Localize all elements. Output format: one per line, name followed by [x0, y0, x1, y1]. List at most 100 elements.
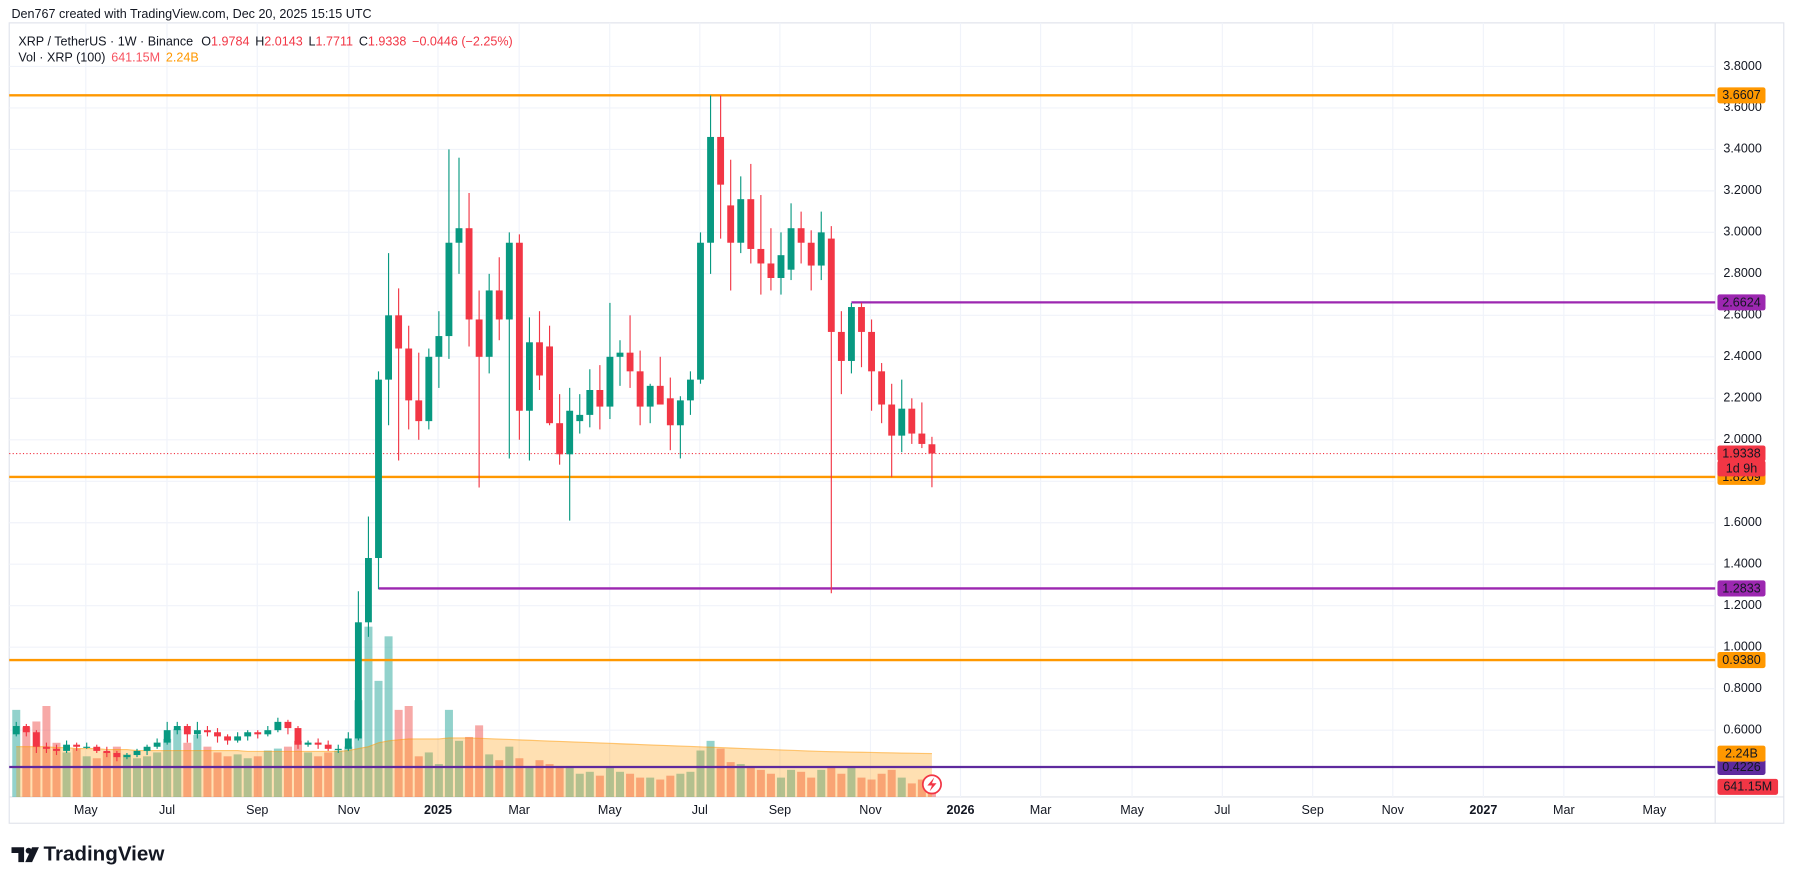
volume-bar	[837, 773, 846, 797]
x-tick-label: May	[598, 803, 622, 817]
volume-bar	[756, 769, 765, 797]
candle-body	[707, 136, 714, 243]
candle-body	[636, 371, 644, 407]
alert-icon	[921, 774, 942, 795]
candle-body	[817, 232, 825, 266]
frame	[8, 22, 1785, 824]
x-tick-label: Nov	[338, 803, 361, 817]
candle-body	[395, 315, 403, 349]
candle-body	[284, 721, 292, 729]
volume-bar	[686, 771, 695, 797]
legend-line: XRP / TetherUS · 1W · Binance O1.9784 H2…	[18, 35, 512, 49]
candle-body	[465, 228, 473, 320]
x-tick-label: 2026	[947, 803, 975, 817]
x-tick-label: Jul	[159, 803, 175, 817]
volume-bar	[304, 752, 313, 797]
volume-bar	[153, 752, 162, 797]
volume-bar	[324, 752, 333, 797]
y-tick-label: 1.4000	[1723, 557, 1761, 571]
ohlc-value: 2.0143	[264, 35, 302, 49]
y-tick-label: 2.0000	[1723, 432, 1761, 446]
countdown-label: 1d 9h	[1726, 461, 1757, 475]
volume-ma-line	[16, 737, 932, 755]
candle-body	[827, 238, 835, 332]
level-lines	[9, 94, 1716, 769]
candle-body	[898, 408, 906, 436]
candle-body	[53, 748, 60, 751]
x-tick-label: Jul	[692, 803, 708, 817]
candle-body	[354, 622, 362, 739]
volume-bar	[716, 748, 725, 797]
countdown-label-box	[1717, 460, 1766, 477]
x-tick-label: 2027	[1469, 803, 1497, 817]
y-tick-label: 3.6000	[1723, 100, 1761, 114]
candle-body	[173, 726, 181, 731]
candle-body	[425, 356, 433, 422]
candle-body	[224, 736, 231, 741]
volume-bar	[525, 765, 534, 797]
candle-body	[385, 315, 392, 380]
candle-body	[375, 379, 382, 559]
current-price-label-box	[1717, 445, 1766, 462]
candle-body	[918, 433, 926, 444]
candle-body	[365, 558, 372, 623]
volume-bar	[636, 777, 645, 797]
volume-bar	[183, 742, 192, 797]
y-tick-label: 2.6000	[1723, 308, 1761, 322]
volume-bar	[32, 721, 41, 797]
credit: Den767 created with TradingView.com, Dec…	[12, 7, 372, 21]
candle-body	[103, 750, 111, 753]
candle-body	[163, 730, 171, 743]
volume-bar	[505, 746, 514, 797]
candle-body	[878, 371, 886, 405]
candle-body	[234, 736, 242, 741]
y-tick-label: 1.2000	[1723, 598, 1761, 612]
candle-body	[43, 746, 50, 749]
volume-bar	[283, 746, 292, 797]
y-tick-label: 2.8000	[1723, 266, 1761, 280]
volume-bar	[857, 777, 866, 797]
volume-bar	[143, 756, 152, 797]
candle-body	[183, 726, 191, 735]
axes: 0.60000.80001.00001.20001.40001.60001.80…	[74, 59, 1779, 817]
volume-bar	[213, 752, 222, 797]
volume-bar	[72, 748, 81, 797]
candle-body	[536, 342, 543, 376]
candle-body	[83, 746, 91, 748]
level-label-box	[1717, 758, 1766, 775]
candle-body	[405, 348, 413, 401]
ohlc-letter: O	[201, 35, 211, 49]
volume-last: 641.15M	[111, 51, 160, 65]
x-tick-label: Mar	[1553, 803, 1575, 817]
volume-bar	[797, 771, 806, 797]
candle-body	[727, 205, 735, 243]
y-tick-label: 0.6000	[1723, 722, 1761, 736]
volume-ma-label: 2.24B	[1725, 747, 1758, 761]
volume-bar	[726, 762, 735, 797]
volume-ma-last: 2.24B	[166, 51, 199, 65]
volume-bar	[263, 750, 272, 797]
y-tick-label: 2.4000	[1723, 349, 1761, 363]
volume-bar	[787, 769, 796, 797]
candle-body	[858, 307, 865, 332]
x-tick-label: 2025	[424, 803, 452, 817]
ohlc-letter: H	[255, 35, 264, 49]
volume-bar	[615, 771, 624, 797]
candle-body	[797, 228, 805, 243]
brand: TradingView	[44, 843, 166, 866]
volume-bar	[112, 746, 121, 797]
volume-bar	[374, 680, 383, 797]
candle-body	[445, 242, 453, 337]
level-label-box	[1717, 87, 1766, 104]
y-tick-label: 2.2000	[1723, 391, 1761, 405]
level-label: 3.6607	[1722, 88, 1760, 102]
volume-bar	[203, 746, 212, 797]
volume-bar	[555, 767, 564, 797]
level-label: 1.2833	[1722, 581, 1760, 595]
volume-label-box	[1717, 778, 1779, 795]
current-price-label: 1.9338	[1722, 446, 1760, 460]
volume-bar	[384, 636, 393, 797]
volume-bar	[273, 748, 282, 797]
candle-body	[666, 398, 674, 426]
